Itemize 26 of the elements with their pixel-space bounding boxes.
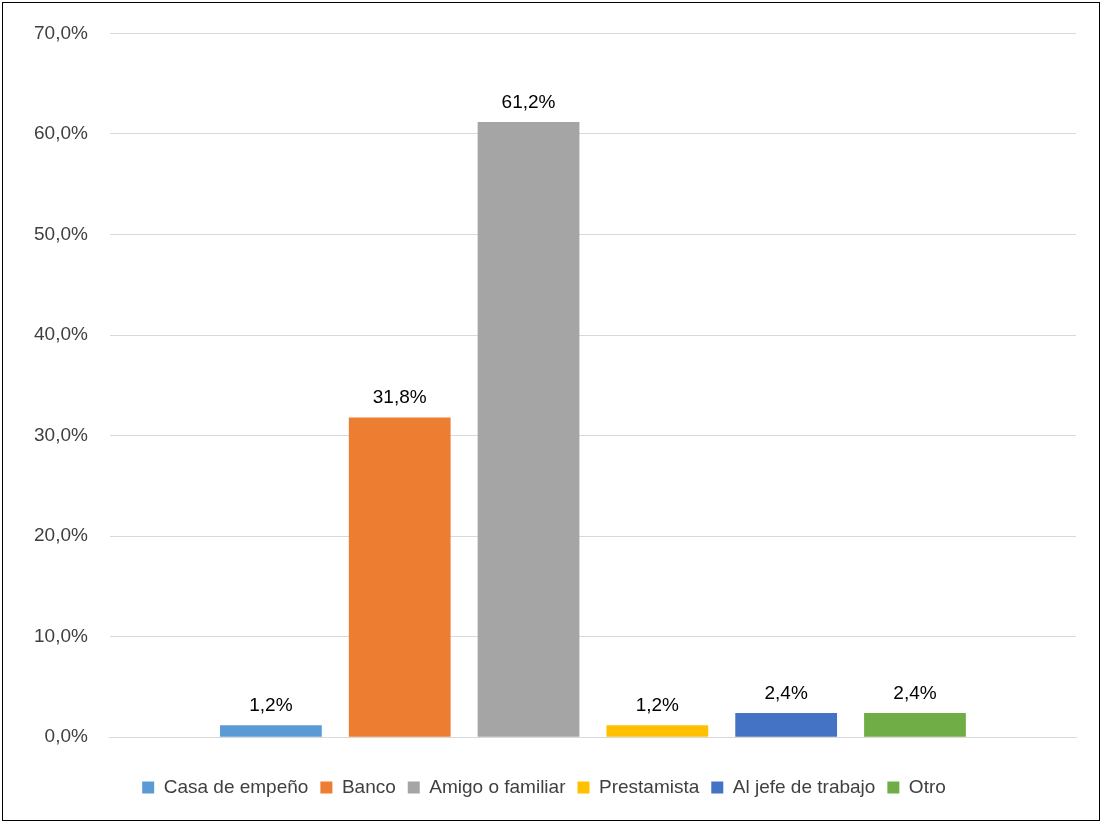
data-label: 1,2% [635,693,680,715]
y-tick-label: 30,0% [34,423,88,445]
y-tick-label: 20,0% [34,524,88,546]
bar [477,121,580,737]
bar [606,725,709,737]
legend-label: Otro [908,775,946,797]
y-tick-label: 40,0% [34,323,88,345]
legend-label: Prestamista [598,775,700,797]
y-tick-label: 0,0% [44,725,88,747]
bar [220,725,322,737]
bar [348,417,451,737]
legend-label: Casa de empeño [163,775,309,797]
legend-label: Al jefe de trabajo [732,775,876,797]
data-label: 31,8% [372,386,427,408]
bar [864,713,966,737]
legend-label: Amigo o familiar [429,775,567,797]
y-tick-label: 50,0% [34,222,88,244]
data-label: 1,2% [249,693,293,715]
y-tick-label: 10,0% [34,624,88,646]
data-label: 61,2% [501,90,556,112]
y-tick-label: 60,0% [34,122,88,144]
data-label: 2,4% [764,681,808,703]
bar [735,713,838,737]
legend-label: Banco [341,775,396,797]
data-label: 2,4% [893,681,937,703]
y-tick-label: 70,0% [34,21,88,43]
